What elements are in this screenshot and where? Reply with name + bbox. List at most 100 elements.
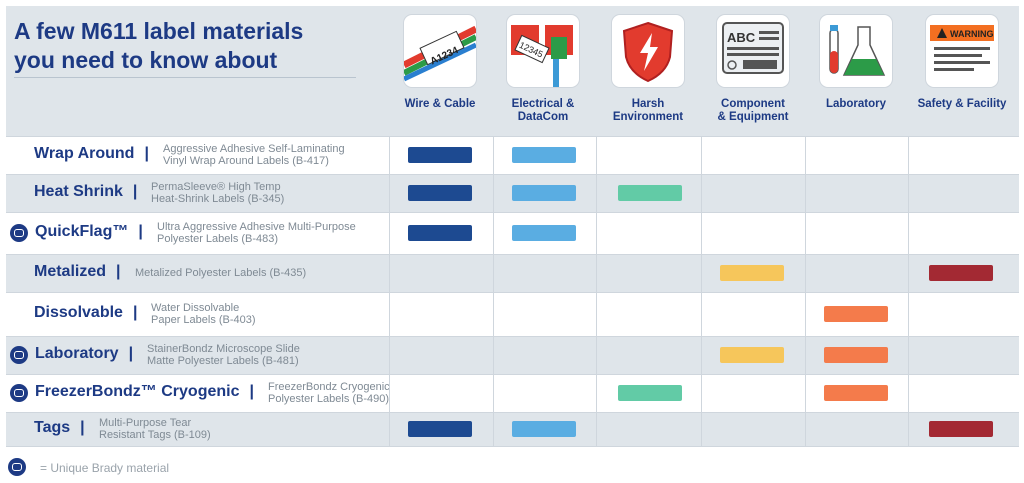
column-label-line: Component (721, 98, 785, 110)
component-icon-text: ABC (727, 30, 756, 45)
column-label-line: Harsh (631, 98, 665, 110)
material-name: Wrap Around | (34, 145, 149, 163)
material-name-text: Laboratory (35, 345, 119, 362)
column-electrical-datacom: 12345 Electrical & DataCom (491, 14, 595, 124)
column-label: Component & Equipment (701, 98, 805, 124)
column-label-line: Electrical & (511, 98, 575, 110)
applies-bar (512, 185, 576, 201)
legend-text: = Unique Brady material (40, 461, 170, 475)
material-name: Metalized | (34, 263, 121, 281)
material-name-text: Heat Shrink (34, 183, 123, 200)
description-line: StainerBondz Microscope Slide (147, 343, 300, 355)
separator: | (138, 223, 143, 240)
description-line: Matte Polyester Labels (B-481) (147, 355, 299, 367)
applies-bar (618, 185, 682, 201)
material-name-text: Metalized (34, 263, 107, 280)
harsh-environment-icon (611, 14, 685, 88)
separator: | (144, 145, 149, 162)
row-divider (6, 412, 1019, 413)
description-line: Water Dissolvable (151, 302, 240, 314)
description-line: PermaSleeve® High Temp (151, 181, 281, 193)
table-row: Tags | Multi-Purpose Tear Resistant Tags (B… (6, 412, 1019, 446)
material-name: FreezerBondz™ Cryogenic | (35, 383, 254, 401)
row-divider (6, 374, 1019, 375)
column-label: Harsh Environment (596, 98, 700, 124)
applies-bar (929, 265, 993, 281)
material-name: Laboratory | (35, 345, 133, 363)
column-safety-facility: WARNING Safety & Facility (909, 14, 1015, 111)
separator: | (80, 419, 85, 436)
material-name-text: FreezerBondz™ Cryogenic (35, 383, 240, 400)
column-wire-cable: A1234 Wire & Cable (388, 14, 492, 111)
applies-bar (408, 225, 472, 241)
table-row: QuickFlag™ | Ultra Aggressive Adhesive Mul… (6, 212, 1019, 254)
title-line-2: you need to know about (14, 47, 278, 73)
column-divider (596, 136, 597, 446)
table-row: FreezerBondz™ Cryogenic | FreezerBondz Cry… (6, 374, 1019, 412)
title-line-1: A few M611 label materials (14, 18, 304, 44)
description-line: Ultra Aggressive Adhesive Multi-Purpose (157, 221, 356, 233)
table-row: Wrap Around | Aggressive Adhesive Self-Lam… (6, 136, 1019, 174)
row-divider (6, 136, 1019, 137)
component-equipment-icon: ABC (716, 14, 790, 88)
column-label-line: Wire & Cable (404, 98, 476, 110)
applies-bar (408, 147, 472, 163)
applies-bar (720, 347, 784, 363)
applies-bar (824, 385, 888, 401)
material-name-text: Dissolvable (34, 304, 123, 321)
applies-bar (512, 147, 576, 163)
applies-bar (929, 421, 993, 437)
separator: | (132, 183, 138, 200)
applies-bar (512, 225, 576, 241)
column-label-line: Safety & Facility (917, 98, 1007, 110)
column-component-equipment: ABC Component & Equipment (701, 14, 805, 124)
table-row: Metalized | Metalized Polyester Labels (B-… (6, 254, 1019, 292)
material-description: Metalized Polyester Labels (B-435) (135, 267, 306, 279)
row-divider (6, 336, 1019, 337)
safety-facility-icon: WARNING (925, 14, 999, 88)
column-divider (389, 136, 390, 446)
column-label: Laboratory (804, 98, 908, 111)
column-divider (701, 136, 702, 446)
separator: | (128, 345, 134, 362)
row-divider (6, 174, 1019, 175)
applies-bar (408, 185, 472, 201)
page-title: A few M611 label materials you need to k… (14, 17, 374, 75)
material-name-text: Tags (34, 419, 71, 436)
applies-bar (824, 347, 888, 363)
table-row: Heat Shrink | PermaSleeve® High Temp Heat-S… (6, 174, 1019, 212)
unique-material-badge-icon (10, 384, 28, 402)
unique-material-badge-icon (8, 458, 26, 476)
separator: | (249, 383, 254, 400)
material-name: QuickFlag™ | (35, 223, 143, 241)
column-label: Wire & Cable (388, 98, 492, 111)
material-description: FreezerBondz Cryogenic Polyester Labels (… (268, 381, 390, 405)
description-line: Metalized Polyester Labels (B-435) (135, 267, 307, 279)
description-line: Polyester Labels (B-483) (157, 233, 279, 245)
column-harsh-environment: Harsh Environment (596, 14, 700, 124)
wire-cable-icon: A1234 (403, 14, 477, 88)
description-line: Heat-Shrink Labels (B-345) (151, 193, 285, 205)
description-line: Resistant Tags (B-109) (99, 429, 211, 441)
description-line: Aggressive Adhesive Self-Laminating (163, 143, 345, 155)
material-description: Multi-Purpose Tear Resistant Tags (B-109) (99, 417, 211, 441)
material-description: StainerBondz Microscope Slide Matte Polye… (147, 343, 300, 367)
material-description: Water Dissolvable Paper Labels (B-403) (151, 302, 256, 326)
separator: | (116, 263, 121, 280)
description-line: FreezerBondz Cryogenic (268, 381, 390, 393)
column-label: Electrical & DataCom (491, 98, 595, 124)
applies-bar (720, 265, 784, 281)
title-divider (14, 77, 356, 78)
column-label-line: Laboratory (825, 98, 887, 110)
description-line: Paper Labels (B-403) (151, 314, 256, 326)
material-name: Heat Shrink | (34, 183, 137, 201)
applies-bar (824, 306, 888, 322)
material-name: Dissolvable | (34, 304, 137, 322)
table-row: Laboratory | StainerBondz Microscope Slide… (6, 336, 1019, 374)
description-line: Polyester Labels (B-490) (268, 393, 390, 405)
applies-bar (512, 421, 576, 437)
row-divider (6, 292, 1019, 293)
applies-bar (618, 385, 682, 401)
material-description: PermaSleeve® High Temp Heat-Shrink Labels… (151, 181, 284, 205)
column-laboratory: Laboratory (804, 14, 908, 111)
